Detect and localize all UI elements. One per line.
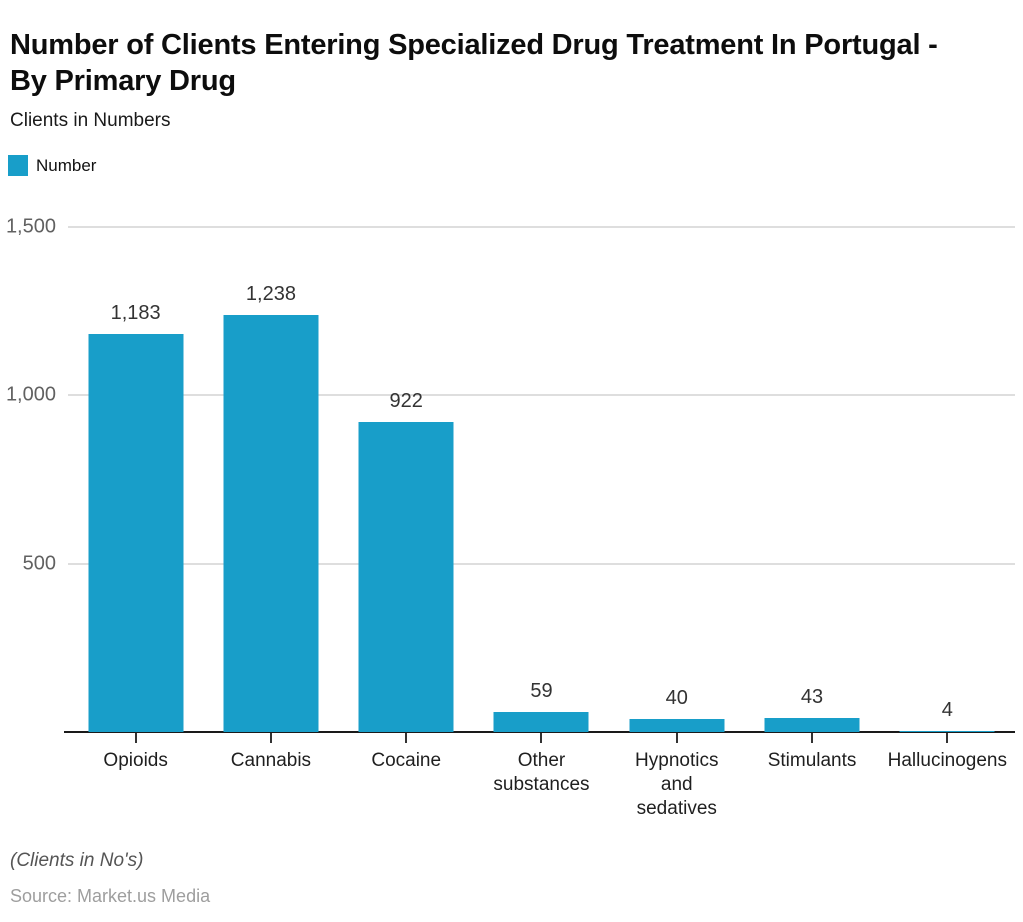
bar-value-label-hallucinogens: 4 [941, 698, 953, 721]
bar-value-label-hypnotics-and-sedatives: 40 [665, 686, 688, 709]
bar-opioids[interactable] [88, 333, 184, 732]
bar-other-substances[interactable] [493, 712, 589, 732]
legend-label: Number [36, 155, 97, 175]
y-axis-tick-label-1500: 1,500 [5, 215, 56, 238]
x-axis-label-stimulants: Stimulants [768, 749, 857, 773]
x-axis-tick-cocaine [405, 733, 408, 743]
bar-hallucinogens[interactable] [899, 730, 995, 732]
x-axis-label-line: Cocaine [371, 750, 442, 771]
gridline-1000 [68, 394, 1015, 397]
gridline-500 [68, 562, 1015, 565]
bar-value-label-cannabis: 1,238 [245, 283, 296, 306]
x-axis-label-line: Hypnotics [635, 750, 719, 771]
x-axis-tick-cannabis [269, 733, 272, 743]
x-axis-tick-opioids [134, 733, 137, 743]
x-axis-tick-hypnotics-and-sedatives [675, 733, 678, 743]
x-axis-label-cannabis: Cannabis [231, 749, 311, 773]
x-axis-label-line: and [660, 774, 693, 795]
bar-slot-other-substances: 59 Other substances [474, 227, 609, 795]
bar-value-label-stimulants: 43 [800, 685, 824, 708]
bar-slots: 1,183 Opioids 1,238 Cannabis 922 Cocaine 59 Oth… [68, 227, 1015, 819]
chart-title: Number of Clients Entering Specialized D… [10, 29, 938, 98]
bar-stimulants[interactable] [764, 717, 860, 732]
x-axis-label-line: Stimulants [767, 750, 857, 771]
x-axis-label-hypnotics-and-sedatives: Hypnotics and sedatives [635, 749, 718, 821]
x-axis-label-hallucinogens: Hallucinogens [888, 749, 1007, 773]
x-axis-label-line: Opioids [103, 750, 168, 771]
x-axis-tick-hallucinogens [946, 733, 949, 743]
x-axis-label-line: sedatives [636, 798, 717, 819]
bar-value-label-opioids: 1,183 [110, 301, 161, 324]
bar-slot-hallucinogens: 4 Hallucinogens [880, 227, 1015, 771]
bar-slot-opioids: 1,183 Opioids [68, 227, 203, 771]
x-axis-tick-other-substances [540, 733, 543, 743]
bar-cocaine[interactable] [358, 421, 454, 732]
legend-item-number[interactable]: Number [8, 155, 96, 176]
x-axis-line [64, 731, 1015, 733]
x-axis-label-opioids: Opioids [103, 749, 167, 773]
gridline-1500 [68, 226, 1015, 228]
bar-cannabis[interactable] [223, 315, 319, 732]
chart-subtitle: Clients in Numbers [10, 110, 171, 131]
x-axis-label-cocaine: Cocaine [371, 749, 441, 773]
bar-slot-cocaine: 922 Cocaine [339, 227, 474, 771]
x-axis-label-line: Other [517, 750, 566, 771]
y-axis-tick-label-1000: 1,000 [5, 383, 56, 406]
x-axis-label-other-substances: Other substances [493, 749, 589, 797]
bar-hypnotics-and-sedatives[interactable] [629, 718, 725, 732]
bar-slot-cannabis: 1,238 Cannabis [203, 227, 338, 771]
x-axis-label-line: substances [493, 774, 590, 795]
plot-area: 1,500 1,000 500 1,183 Opioids 1,238 Cannabis 92… [6, 216, 1015, 819]
x-axis-label-line: Hallucinogens [887, 750, 1008, 771]
x-axis-label-line: Cannabis [230, 750, 312, 771]
x-axis-tick-stimulants [811, 733, 814, 743]
bar-slot-stimulants: 43 Stimulants [744, 227, 879, 771]
bar-value-label-other-substances: 59 [530, 680, 553, 703]
units-note: (Clients in No's) [10, 850, 144, 871]
legend-swatch [8, 155, 28, 176]
bar-slot-hypnotics-and-sedatives: 40 Hypnotics and sedatives [609, 227, 744, 819]
y-axis-tick-label-500: 500 [22, 552, 56, 575]
source-note: Source: Market.us Media [10, 886, 211, 906]
bar-value-label-cocaine: 922 [389, 389, 423, 412]
